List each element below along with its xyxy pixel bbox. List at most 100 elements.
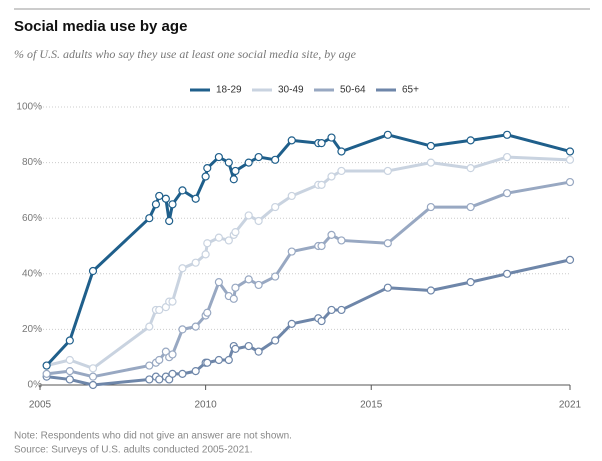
point (287, 191, 296, 201)
point (383, 130, 392, 139)
point (254, 216, 263, 226)
point (565, 255, 575, 264)
point (337, 147, 346, 156)
point (466, 202, 475, 212)
point (565, 147, 575, 156)
point (155, 355, 164, 365)
point (383, 283, 392, 292)
y-tick-label: 100% (16, 102, 42, 113)
series-line (46, 155, 571, 370)
point (317, 180, 326, 189)
point (65, 355, 74, 365)
point (168, 297, 177, 306)
point (145, 375, 154, 384)
point (191, 258, 200, 267)
point (224, 158, 233, 167)
point (224, 236, 233, 245)
point (214, 355, 223, 365)
point (65, 367, 74, 376)
point (271, 202, 280, 212)
legend-label: 65+ (402, 85, 419, 96)
x-tick-label: 2015 (360, 400, 383, 411)
point (191, 322, 200, 331)
point (565, 177, 575, 187)
point (337, 305, 346, 315)
y-tick-label: 80% (22, 157, 42, 168)
point (466, 278, 475, 287)
y-tick-label: 40% (22, 268, 42, 279)
point (168, 369, 177, 378)
point (155, 375, 164, 384)
point (201, 172, 210, 181)
point (502, 269, 512, 278)
point (224, 355, 233, 365)
point (88, 266, 98, 276)
legend-label: 18-29 (216, 85, 242, 96)
point (327, 230, 336, 239)
x-tick-label: 2005 (29, 400, 52, 411)
y-tick-label: 20% (22, 324, 42, 335)
y-tick-label: 60% (22, 213, 42, 224)
point (337, 236, 346, 245)
point (327, 305, 336, 315)
point (42, 369, 51, 378)
point (168, 350, 177, 359)
point (88, 380, 98, 390)
point (191, 194, 200, 203)
point (244, 341, 253, 351)
point (383, 166, 392, 176)
point (165, 216, 174, 226)
point (565, 155, 575, 164)
note: Note: Respondents who did not give an an… (14, 431, 292, 442)
point (337, 166, 346, 176)
point (229, 175, 238, 184)
point (254, 347, 263, 356)
point (155, 191, 164, 201)
point (231, 228, 240, 237)
point (168, 200, 177, 209)
point (317, 316, 326, 326)
point (317, 241, 326, 251)
series-line (46, 180, 571, 379)
point (244, 211, 253, 220)
point (201, 250, 210, 259)
source: Source: Surveys of U.S. adults conducted… (14, 445, 252, 456)
point (203, 308, 212, 317)
point (317, 139, 326, 148)
chart-title: Social media use by age (14, 18, 187, 35)
point (42, 361, 51, 370)
point (178, 264, 187, 273)
point (244, 158, 253, 167)
point (178, 325, 187, 334)
point (426, 141, 435, 151)
point (244, 275, 253, 284)
point (287, 136, 296, 145)
point (426, 158, 435, 167)
y-tick-label: 0% (28, 380, 43, 391)
point (88, 372, 98, 381)
point (203, 358, 212, 367)
point (65, 375, 74, 384)
series-line (46, 258, 571, 387)
point (88, 364, 98, 373)
point (161, 194, 170, 203)
point (466, 136, 475, 145)
legend-label: 30-49 (278, 85, 304, 96)
point (178, 186, 187, 195)
point (178, 369, 187, 378)
point (214, 278, 223, 287)
point (231, 283, 240, 292)
x-tick-label: 2010 (195, 400, 218, 411)
point (229, 294, 238, 303)
point (502, 152, 512, 162)
point (271, 155, 280, 164)
point (426, 202, 435, 212)
point (155, 305, 164, 315)
point (254, 280, 263, 290)
point (287, 319, 296, 328)
point (383, 239, 392, 248)
point (231, 344, 240, 353)
point (214, 152, 223, 162)
